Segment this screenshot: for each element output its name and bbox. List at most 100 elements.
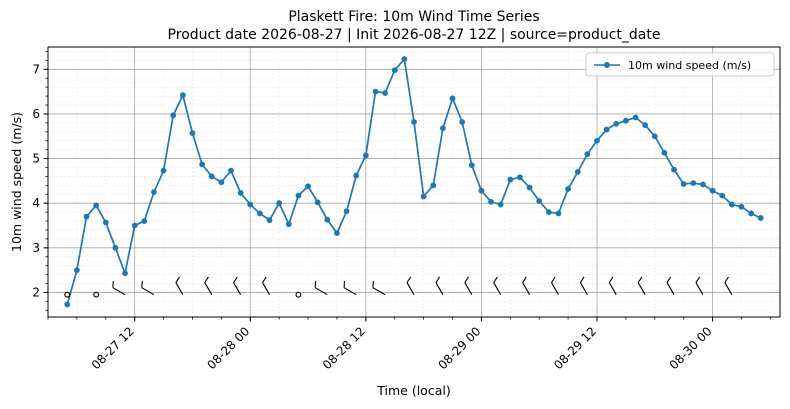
wind-barb-staff xyxy=(695,282,704,295)
wind-barb-staff xyxy=(666,282,675,295)
wind-barb-flag xyxy=(262,276,267,283)
data-point xyxy=(603,126,610,133)
data-point xyxy=(73,267,80,274)
data-point xyxy=(497,201,504,208)
data-point xyxy=(738,203,745,210)
wind-barb-staff xyxy=(637,282,646,295)
data-point xyxy=(555,210,562,217)
y-tick-label: 7 xyxy=(32,62,40,76)
wind-barb-staff xyxy=(204,282,213,295)
data-point xyxy=(141,218,148,224)
plot-frame xyxy=(47,46,781,318)
wind-barb-flag xyxy=(204,276,209,283)
wind-barb-flag xyxy=(406,276,412,283)
wind-barb-flag xyxy=(233,276,238,283)
data-point xyxy=(565,186,572,192)
wind-barb xyxy=(233,276,242,295)
wind-barb xyxy=(695,276,704,295)
data-point xyxy=(459,119,466,125)
data-point xyxy=(199,161,206,168)
wind-barb xyxy=(175,276,184,295)
data-point xyxy=(343,208,350,215)
wind-barb xyxy=(608,276,617,295)
wind-barb-flag xyxy=(372,280,374,288)
data-point xyxy=(247,201,254,208)
wind-barb-staff xyxy=(343,287,357,296)
wind-barb xyxy=(406,276,415,295)
legend-marker xyxy=(604,62,610,68)
data-point xyxy=(411,119,417,125)
data-point xyxy=(661,149,668,156)
wind-barb xyxy=(666,276,675,295)
data-point xyxy=(439,125,446,132)
data-point xyxy=(305,183,311,190)
data-point xyxy=(131,222,138,229)
data-point xyxy=(372,88,379,95)
data-point xyxy=(468,162,475,169)
data-point xyxy=(642,122,649,128)
data-point xyxy=(102,219,109,226)
data-point xyxy=(507,176,514,183)
calm-wind-marker xyxy=(93,291,100,298)
data-point xyxy=(709,187,716,194)
wind-barb-flag xyxy=(112,280,114,288)
data-point xyxy=(151,189,157,195)
legend-entry: 10m wind speed (m/s) xyxy=(628,59,751,72)
data-point xyxy=(179,92,186,99)
data-point xyxy=(324,216,331,223)
wind-barb-staff xyxy=(724,282,733,295)
data-point xyxy=(574,169,581,175)
data-point xyxy=(160,167,167,174)
data-point xyxy=(719,192,726,199)
chart-subtitle: Product date 2026-08-27 | Init 2026-08-2… xyxy=(168,27,661,43)
data-point xyxy=(622,117,629,124)
x-tick-label: 08-30 00 xyxy=(667,324,715,372)
data-point xyxy=(700,181,706,188)
wind-barb-staff xyxy=(372,287,386,296)
wind-barb-flag xyxy=(666,276,672,283)
legend: 10m wind speed (m/s) xyxy=(585,52,775,77)
wind-barb-flag xyxy=(175,276,180,283)
data-point xyxy=(748,210,755,217)
x-tick-label: 08-29 00 xyxy=(435,324,483,372)
wind-barb xyxy=(112,280,126,296)
wind-barb-flag xyxy=(141,280,143,288)
data-point xyxy=(632,114,639,121)
data-point xyxy=(728,201,735,208)
wind-barb-staff xyxy=(141,287,155,296)
y-tick-label: 2 xyxy=(32,285,40,299)
series-layer xyxy=(64,56,764,308)
data-point xyxy=(488,198,494,205)
data-point xyxy=(112,244,119,251)
data-point xyxy=(420,193,427,200)
data-point xyxy=(430,182,437,189)
data-point xyxy=(276,200,283,207)
data-point xyxy=(237,190,244,196)
wind-barb-flag xyxy=(608,276,614,283)
data-point xyxy=(353,172,360,179)
wind-barb xyxy=(435,276,444,295)
data-point xyxy=(391,67,398,74)
data-point xyxy=(478,187,485,194)
wind-barb-staff xyxy=(406,282,415,295)
wind-barb-staff xyxy=(314,287,328,296)
wind-barb-flag xyxy=(314,280,317,288)
wind-barb-staff xyxy=(522,282,531,295)
wind-barb xyxy=(314,280,328,296)
data-point xyxy=(64,301,71,308)
data-point xyxy=(584,151,591,158)
wind-barb-flag xyxy=(493,276,498,283)
calm-wind-marker xyxy=(64,291,71,298)
wind-barb-staff xyxy=(608,282,617,295)
x-tick-label: 08-27 12 xyxy=(89,324,137,372)
y-tick-label: 6 xyxy=(32,107,40,121)
x-tick-label: 08-29 12 xyxy=(551,324,599,372)
data-point xyxy=(170,112,177,119)
legend-box xyxy=(585,52,775,77)
data-point xyxy=(757,215,764,221)
data-point xyxy=(189,130,196,137)
y-tick-label: 5 xyxy=(32,152,40,166)
wind-barb xyxy=(141,280,155,296)
data-point xyxy=(334,230,340,237)
data-point xyxy=(594,137,600,144)
